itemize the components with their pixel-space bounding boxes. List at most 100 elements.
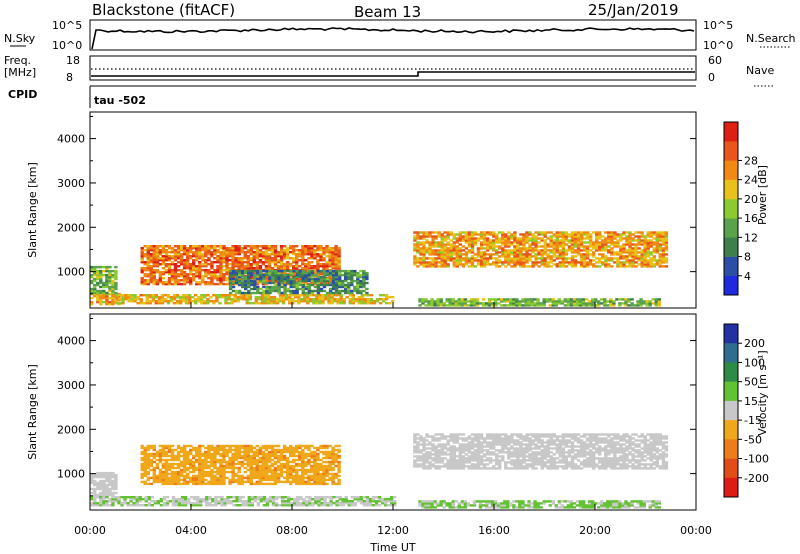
velocity-cell [114,479,118,483]
power-cell [431,249,435,252]
power-cell [524,304,528,307]
velocity-cell [292,458,296,462]
velocity-cell [146,470,150,474]
power-cell [522,233,526,236]
velocity-cell [276,478,281,482]
velocity-cell [282,470,287,474]
power-cell [440,247,444,250]
velocity-cell [158,452,163,456]
velocity-cell [314,496,318,499]
power-cell [325,247,329,250]
velocity-cell [201,472,205,476]
power-cell [304,259,308,262]
power-cell [270,261,275,264]
power-cell [488,257,493,260]
velocity-cell [279,468,284,472]
velocity-cell [319,476,323,480]
power-cell [607,233,611,236]
power-cell [231,251,235,254]
power-cell [334,287,339,291]
power-cell [431,263,435,266]
power-cell [313,257,317,260]
power-cell [353,273,357,277]
power-cell [337,249,341,252]
power-cell [652,263,656,266]
power-cell [270,251,275,254]
power-cell [646,249,650,252]
velocity-cell [304,460,308,464]
velocity-cell [198,454,202,458]
power-cell [443,259,447,262]
velocity-cell [143,482,147,486]
power-cell [463,302,468,305]
velocity-cell [273,450,278,454]
power-cell [628,251,632,254]
power-cell [334,257,338,260]
power-cell [105,265,109,269]
power-cell [192,251,196,254]
velocity-cell [189,476,193,480]
power-cell [531,255,535,258]
velocity-cell [231,470,235,474]
velocity-cell [273,460,278,464]
power-cell [360,302,365,305]
power-cell [610,257,614,260]
power-cell [633,304,637,307]
velocity-cell [195,450,199,454]
velocity-cell [195,454,199,458]
power-cell [279,263,284,266]
power-cell [259,275,263,279]
power-cell [344,283,348,287]
power-cell [560,300,565,303]
power-cell [275,300,280,303]
power-cell [622,231,626,234]
power-cell [631,243,635,246]
velocity-cell [323,496,327,499]
power-cell [149,281,153,284]
power-cell [301,245,305,248]
power-cell [519,233,523,236]
power-cell [601,257,605,260]
power-cell [543,251,547,254]
velocity-cell [270,476,275,480]
power-cell [338,277,342,281]
velocity-cell [177,502,182,505]
power-cell [504,235,508,238]
velocity-cell [264,470,269,474]
power-cell [334,283,339,287]
power-cell [427,300,431,303]
power-cell [513,251,517,254]
power-cell [279,257,284,260]
power-cell [522,247,526,250]
velocity-cell [323,500,327,503]
velocity-cell [298,452,302,456]
power-cell [140,271,144,274]
velocity-cell [268,498,273,501]
power-cell [655,259,659,262]
power-cell [152,257,156,260]
power-ylabel: Slant Range [km] [26,162,39,258]
power-cell [93,271,97,275]
power-cell [428,235,432,238]
power-cell [649,235,653,238]
power-cell [431,245,435,248]
power-cell [595,239,599,242]
power-cell [437,251,441,254]
power-cell [310,277,315,281]
power-cell [549,261,553,264]
velocity-cell [328,456,332,460]
velocity-cell [143,450,147,454]
power-cell [272,300,277,303]
velocity-cell [334,448,338,452]
power-cell [342,302,346,305]
power-cell [482,255,487,258]
velocity-cell [111,483,115,487]
power-cell [279,253,284,256]
velocity-cell [356,500,360,503]
power-cell [253,277,257,281]
power-cell [566,298,571,301]
power-cell [525,259,529,262]
power-cell [525,255,529,258]
power-cell [555,263,559,266]
power-cell [90,302,94,306]
